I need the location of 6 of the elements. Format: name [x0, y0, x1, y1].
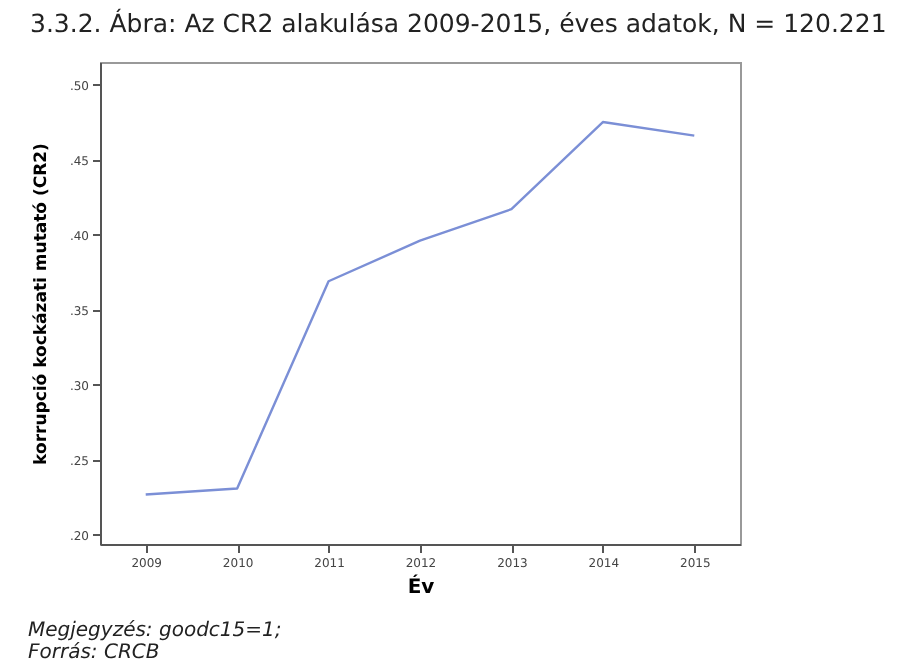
- chart-title: 3.3.2. Ábra: Az CR2 alakulása 2009-2015, éves adatok, N = 120.221: [30, 8, 887, 38]
- text: Megjegyzés: goodc15=1;: [28, 620, 282, 642]
- line-series: [144, 120, 696, 496]
- y-axis-title: korrupció kockázati mutató (CR2): [31, 142, 52, 465]
- x-axis-title: Év: [407, 573, 436, 599]
- text: Forrás: CRCB: [28, 642, 162, 664]
